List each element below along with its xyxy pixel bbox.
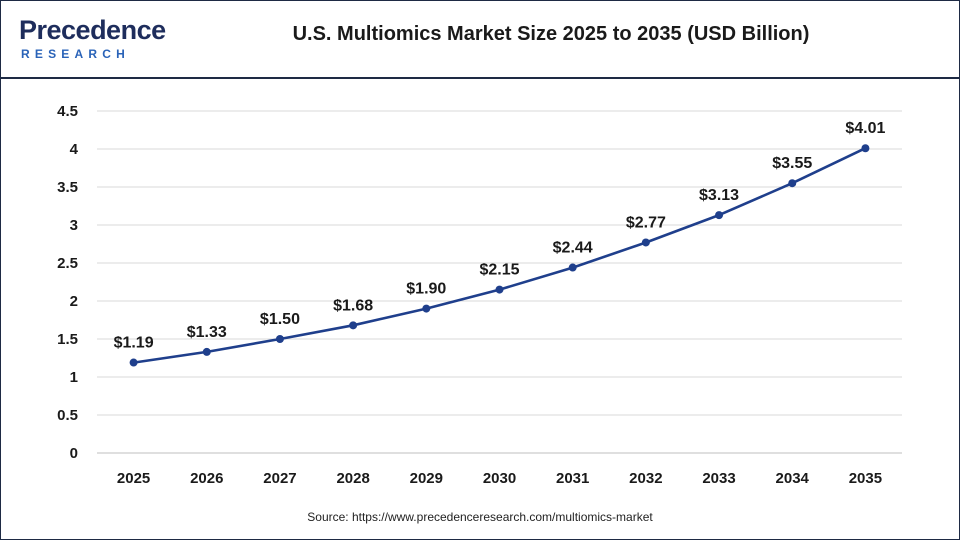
y-tick-label: 4.5 bbox=[57, 103, 78, 120]
x-tick-label: 2029 bbox=[410, 470, 443, 487]
data-point bbox=[275, 335, 284, 343]
x-tick-label: 2033 bbox=[702, 470, 735, 487]
data-point bbox=[495, 285, 504, 294]
data-point bbox=[568, 263, 577, 272]
y-tick-label: 1 bbox=[70, 369, 78, 386]
data-point bbox=[861, 144, 870, 153]
x-tick-label: 2035 bbox=[849, 470, 882, 487]
y-tick-label: 3 bbox=[70, 217, 78, 234]
y-tick-label: 4 bbox=[70, 141, 79, 158]
data-point bbox=[202, 347, 211, 356]
data-label: $2.15 bbox=[479, 262, 519, 279]
data-label: $2.77 bbox=[626, 214, 666, 231]
y-tick-label: 1.5 bbox=[57, 331, 78, 348]
x-tick-label: 2032 bbox=[629, 470, 662, 487]
data-label: $1.68 bbox=[333, 297, 373, 314]
data-point bbox=[715, 211, 724, 220]
data-point bbox=[349, 321, 358, 330]
series-line bbox=[132, 146, 867, 364]
x-tick-label: 2025 bbox=[117, 470, 150, 487]
y-tick-label: 0 bbox=[70, 445, 78, 462]
header-bar: Precedence RESEARCH U.S. Multiomics Mark… bbox=[1, 1, 959, 79]
y-tick-label: 3.5 bbox=[57, 179, 78, 196]
x-tick-label: 2030 bbox=[483, 470, 516, 487]
data-point bbox=[422, 304, 431, 313]
x-tick-label: 2026 bbox=[190, 470, 223, 487]
chart-title: U.S. Multiomics Market Size 2025 to 2035… bbox=[292, 23, 810, 45]
data-point bbox=[641, 238, 650, 247]
x-tick-label: 2028 bbox=[336, 470, 369, 487]
data-label: $3.55 bbox=[772, 155, 812, 172]
y-tick-label: 0.5 bbox=[57, 407, 78, 424]
data-label: $4.01 bbox=[845, 120, 885, 137]
x-tick-label: 2027 bbox=[263, 470, 296, 487]
data-point bbox=[129, 358, 138, 367]
logo-subtext: RESEARCH bbox=[21, 47, 130, 61]
data-label: $3.13 bbox=[699, 187, 739, 204]
data-label: $2.44 bbox=[553, 240, 593, 257]
source-note: Source: https://www.precedenceresearch.c… bbox=[307, 510, 653, 524]
data-point bbox=[788, 179, 797, 188]
logo-wordmark: Precedence bbox=[19, 15, 166, 45]
data-label: $1.33 bbox=[187, 324, 227, 341]
x-tick-label: 2031 bbox=[556, 470, 589, 487]
brand-logo: Precedence RESEARCH bbox=[19, 15, 169, 65]
data-label: $1.50 bbox=[260, 311, 300, 328]
x-tick-label: 2034 bbox=[776, 470, 810, 487]
data-label: $1.19 bbox=[114, 335, 154, 352]
data-label: $1.90 bbox=[406, 281, 446, 298]
y-tick-label: 2.5 bbox=[57, 255, 78, 272]
y-tick-label: 2 bbox=[70, 293, 78, 310]
